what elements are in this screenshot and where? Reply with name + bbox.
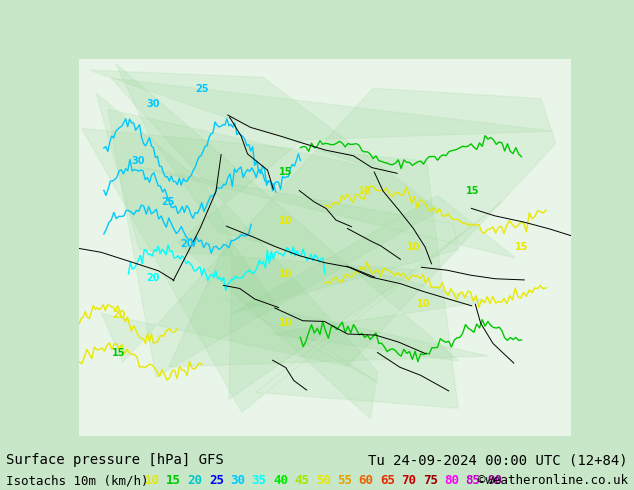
Polygon shape (169, 238, 488, 384)
Text: 35: 35 (252, 474, 267, 488)
Text: 20: 20 (188, 474, 202, 488)
Polygon shape (138, 167, 515, 314)
Polygon shape (89, 70, 439, 377)
Text: 10: 10 (406, 243, 420, 252)
Text: 25: 25 (209, 474, 224, 488)
Text: 75: 75 (423, 474, 438, 488)
Text: 70: 70 (401, 474, 417, 488)
Text: 20: 20 (112, 310, 126, 320)
Text: 60: 60 (359, 474, 373, 488)
Text: 55: 55 (337, 474, 353, 488)
Text: 80: 80 (444, 474, 459, 488)
Polygon shape (116, 64, 486, 361)
Text: Tu 24-09-2024 00:00 UTC (12+84): Tu 24-09-2024 00:00 UTC (12+84) (368, 453, 628, 467)
Text: 25: 25 (161, 197, 174, 207)
Text: 20: 20 (181, 239, 194, 249)
Text: 10: 10 (417, 299, 430, 309)
Text: Isotachs 10m (km/h): Isotachs 10m (km/h) (6, 474, 149, 488)
Text: 30: 30 (146, 99, 160, 109)
Polygon shape (96, 93, 415, 399)
Text: 10: 10 (279, 318, 292, 328)
Text: 15: 15 (166, 474, 181, 488)
Text: 25: 25 (195, 84, 209, 94)
Text: 15: 15 (112, 348, 126, 358)
Polygon shape (101, 88, 555, 367)
Text: 85: 85 (465, 474, 481, 488)
Text: 30: 30 (230, 474, 245, 488)
Text: 90: 90 (487, 474, 502, 488)
Text: 15: 15 (465, 186, 479, 196)
Text: 10: 10 (145, 474, 160, 488)
Polygon shape (82, 128, 503, 412)
Text: 50: 50 (316, 474, 331, 488)
Text: 10: 10 (279, 216, 292, 226)
Text: Surface pressure [hPa] GFS: Surface pressure [hPa] GFS (6, 453, 224, 467)
Text: ©weatheronline.co.uk: ©weatheronline.co.uk (477, 474, 628, 488)
Text: 30: 30 (131, 156, 145, 166)
Text: 15: 15 (279, 167, 292, 177)
Text: 65: 65 (380, 474, 395, 488)
Text: 10: 10 (279, 269, 292, 279)
Text: 10: 10 (358, 186, 371, 196)
Text: 15: 15 (515, 243, 528, 252)
Text: 40: 40 (273, 474, 288, 488)
Polygon shape (111, 78, 553, 418)
Text: 45: 45 (294, 474, 309, 488)
Text: 20: 20 (146, 272, 160, 283)
